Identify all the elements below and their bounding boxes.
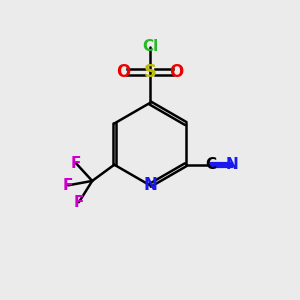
Text: Cl: Cl [142,39,158,54]
Text: N: N [143,176,157,194]
Text: O: O [169,63,184,81]
Text: N: N [226,157,238,172]
Text: F: F [71,156,81,171]
Text: O: O [116,63,130,81]
Text: F: F [74,195,84,210]
Text: F: F [63,178,73,193]
Text: S: S [143,63,157,81]
Text: C: C [205,157,216,172]
